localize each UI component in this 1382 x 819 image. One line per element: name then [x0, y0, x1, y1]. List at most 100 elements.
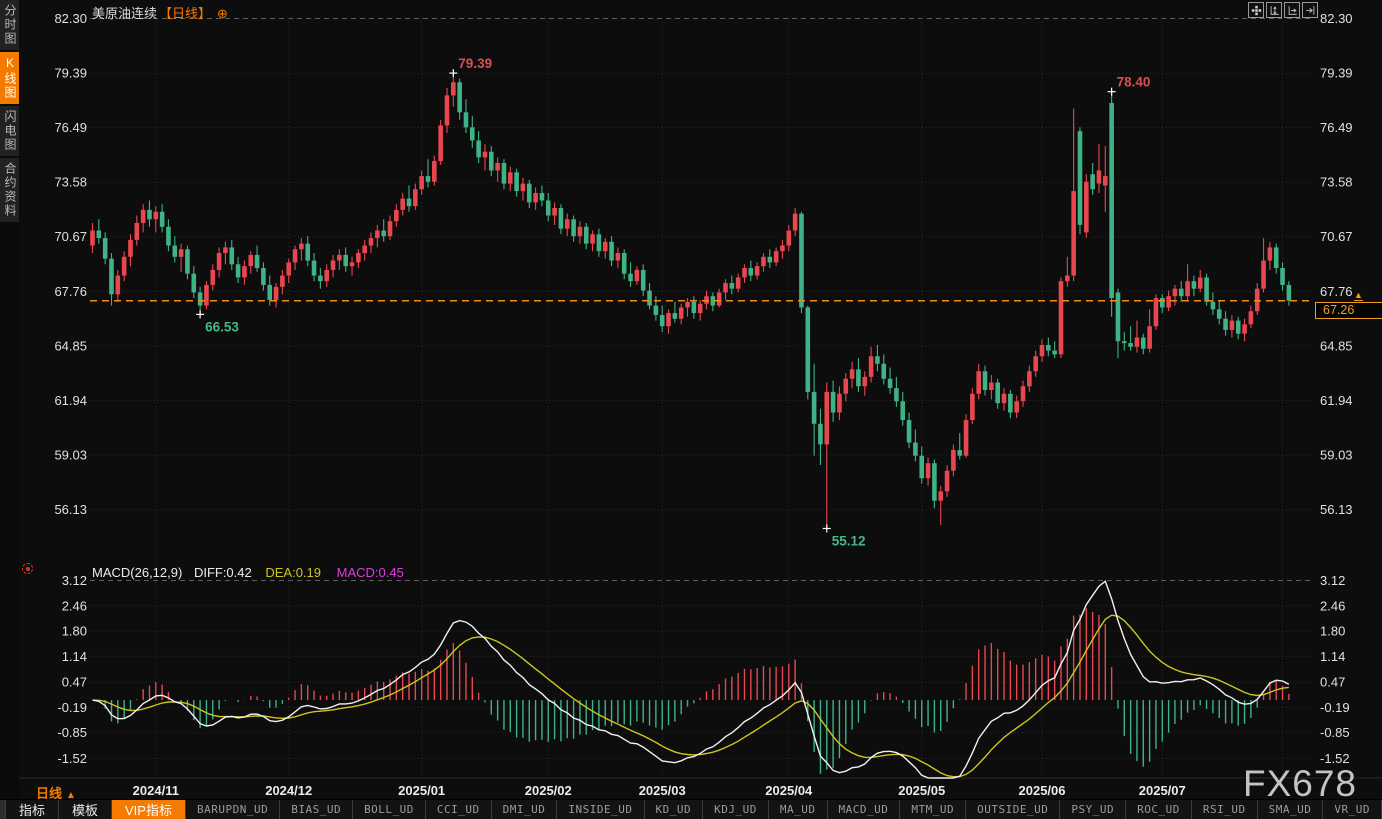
- axis-tick-label: 1.80: [62, 624, 87, 639]
- macd-macd-value: MACD:0.45: [336, 565, 404, 580]
- indicator-tab-bar: 指标 模板 VIP指标 BARUPDN_UD BIAS_UD BOLL_UD CCI_UD D…: [0, 799, 1382, 819]
- chart-toolbar: [1248, 2, 1320, 18]
- indicator-tab-KD_UD[interactable]: KD_UD: [645, 800, 704, 819]
- axis-tick-label: 64.85: [54, 338, 87, 353]
- x-axis-date-label: 2025/06: [1019, 783, 1066, 798]
- axis-tick-label: 61.94: [1320, 393, 1353, 408]
- axis-tick-label: 1.14: [62, 649, 87, 664]
- chart-canvas[interactable]: 82.30 82.30 79.39 79.39 76.49 76.49 73.58 73.58…: [0, 0, 1382, 800]
- axis-tick-label: 73.58: [54, 175, 87, 190]
- axis-tick-label: 70.67: [1320, 229, 1353, 244]
- axis-tick-label: 3.12: [1320, 573, 1345, 588]
- x-axis-date-label: 2025/03: [639, 783, 686, 798]
- price-annotation: 78.40: [1117, 75, 1151, 90]
- alarm-dot-icon[interactable]: [22, 563, 33, 574]
- axis-tick-label: 82.30: [1320, 11, 1353, 26]
- indicator-tab-ROC_UD[interactable]: ROC_UD: [1126, 800, 1192, 819]
- indicator-tab-SMA_UD[interactable]: SMA_UD: [1258, 800, 1324, 819]
- x-axis-date-label: 2025/02: [525, 783, 572, 798]
- indicator-tab-KDJ_UD[interactable]: KDJ_UD: [703, 800, 769, 819]
- axis-tick-label: 67.76: [54, 284, 87, 299]
- fit-horizontal-axis-icon[interactable]: [1284, 2, 1300, 18]
- axis-tick-label: 82.30: [54, 11, 87, 26]
- candles-layer: [90, 73, 1292, 529]
- axis-tick-label: 1.14: [1320, 649, 1345, 664]
- axis-tick-label: 0.47: [1320, 675, 1345, 690]
- indicator-tab-模板[interactable]: 模板: [59, 800, 112, 819]
- x-axis-date-label: 2024/11: [133, 783, 179, 798]
- goto-latest-icon[interactable]: [1302, 2, 1318, 18]
- axis-tick-label: 64.85: [1320, 338, 1353, 353]
- indicator-tab-指标[interactable]: 指标: [6, 800, 59, 819]
- macd-name: MACD(26,12,9): [92, 565, 183, 580]
- axis-tick-label: 1.80: [1320, 624, 1345, 639]
- fit-vertical-axis-icon[interactable]: [1266, 2, 1282, 18]
- axis-tick-label: 2.46: [62, 598, 87, 613]
- sidebar-tab-contract-info[interactable]: 合约资料: [0, 158, 19, 222]
- indicator-tab-MACD_UD[interactable]: MACD_UD: [828, 800, 901, 819]
- up-triangle-icon: ▲: [66, 790, 76, 801]
- macd-dea-value: DEA:0.19: [265, 565, 322, 580]
- indicator-tab-PSY_UD[interactable]: PSY_UD: [1060, 800, 1127, 819]
- indicator-tab-BARUPDN_UD[interactable]: BARUPDN_UD: [186, 800, 281, 819]
- indicator-tab-BOLL_UD[interactable]: BOLL_UD: [353, 800, 426, 819]
- timeframe-text: 日线: [36, 786, 63, 801]
- axis-tick-label: 79.39: [1320, 66, 1353, 81]
- axis-tick-label: 70.67: [54, 229, 87, 244]
- x-axis-date-label: 2025/05: [898, 783, 945, 798]
- indicator-tab-MTM_UD[interactable]: MTM_UD: [900, 800, 967, 819]
- axis-tick-label: 59.03: [1320, 448, 1353, 463]
- axis-tick-label: 0.47: [62, 675, 87, 690]
- price-marker-icon: ▲: [1354, 290, 1363, 301]
- indicator-tab-VIP指标[interactable]: VIP指标: [112, 800, 186, 819]
- indicator-tab-DMI_UD[interactable]: DMI_UD: [492, 800, 558, 819]
- price-annotation: 55.12: [832, 533, 866, 548]
- axis-tick-label: 3.12: [62, 573, 87, 588]
- axis-tick-label: 73.58: [1320, 175, 1353, 190]
- sidebar-tab-kline[interactable]: K线图: [0, 52, 19, 104]
- axis-tick-label: -0.85: [57, 725, 87, 740]
- symbol-title: 美原油连续: [92, 6, 158, 21]
- indicator-tab-VR_UD[interactable]: VR_UD: [1323, 800, 1382, 819]
- x-axis-date-label: 2024/12: [265, 783, 312, 798]
- chart-title-bar: 美原油连续 【日线】 ⊕: [92, 3, 228, 22]
- timeframe-label[interactable]: 日线 ▲: [36, 783, 76, 802]
- indicator-tab-RSI_UD[interactable]: RSI_UD: [1192, 800, 1258, 819]
- indicator-tab-BIAS_UD[interactable]: BIAS_UD: [280, 800, 354, 819]
- macd-header: MACD(26,12,9) DIFF:0.42 DEA:0.19 MACD:0.…: [92, 565, 404, 580]
- x-axis-date-label: 2025/07: [1139, 783, 1186, 798]
- axis-tick-label: -1.52: [1320, 751, 1350, 766]
- x-axis-date-label: 2025/01: [398, 783, 445, 798]
- x-axis-date-label: 2025/04: [765, 783, 813, 798]
- price-annotation: 66.53: [205, 319, 239, 334]
- chart-mode-sidebar: 分时图 K线图 闪电图 合约资料: [0, 0, 19, 800]
- axis-tick-label: 59.03: [54, 448, 87, 463]
- period-tag: 【日线】: [159, 6, 212, 21]
- current-price-badge: 67.26: [1315, 302, 1382, 319]
- indicator-tab-OUTSIDE_UD[interactable]: OUTSIDE_UD: [966, 800, 1061, 819]
- macd-diff-value: DIFF:0.42: [193, 565, 252, 580]
- axis-tick-label: -0.85: [1320, 725, 1350, 740]
- axis-tick-label: -0.19: [57, 700, 87, 715]
- indicator-tab-CCI_UD[interactable]: CCI_UD: [426, 800, 492, 819]
- axis-tick-label: -1.52: [57, 751, 87, 766]
- axis-tick-label: -0.19: [1320, 700, 1350, 715]
- axis-tick-label: 2.46: [1320, 598, 1345, 613]
- axis-tick-label: 56.13: [1320, 502, 1353, 517]
- expand-plus-icon[interactable]: ⊕: [217, 6, 228, 21]
- axis-tick-label: 56.13: [54, 502, 87, 517]
- indicator-tab-MA_UD[interactable]: MA_UD: [769, 800, 828, 819]
- pan-crosshair-icon[interactable]: [1248, 2, 1264, 18]
- indicator-tab-INSIDE_UD[interactable]: INSIDE_UD: [557, 800, 645, 819]
- sidebar-tab-flash[interactable]: 闪电图: [0, 106, 19, 156]
- axis-tick-label: 61.94: [54, 393, 87, 408]
- price-annotation: 79.39: [458, 56, 492, 71]
- axis-tick-label: 76.49: [1320, 120, 1353, 135]
- sidebar-tab-timeshare[interactable]: 分时图: [0, 0, 19, 50]
- fx678-watermark: FX678: [1243, 763, 1358, 804]
- axis-tick-label: 67.76: [1320, 284, 1353, 299]
- macd-layer: [92, 580, 1290, 779]
- axis-tick-label: 79.39: [54, 66, 87, 81]
- bottom-bar-corner: [0, 800, 6, 819]
